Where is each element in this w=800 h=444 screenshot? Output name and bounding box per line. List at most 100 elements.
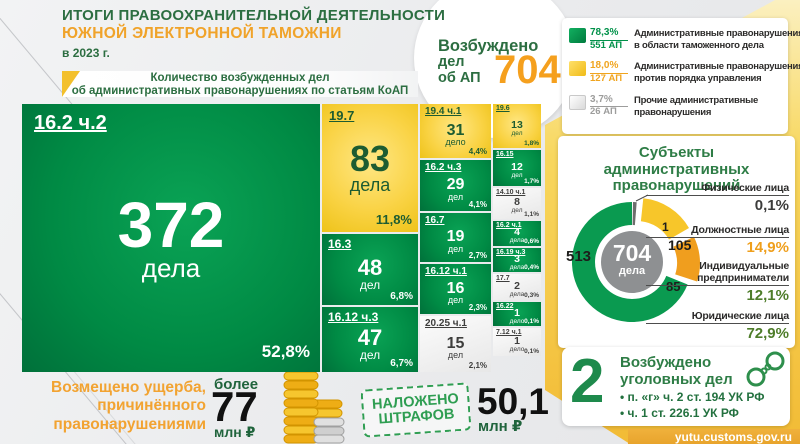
criminal-cases-panel: 2 Возбуждено уголовных дел • п. «г» ч. 2… <box>562 347 790 426</box>
case-unit: дело <box>445 137 466 148</box>
treemap-block: 16.22 1 дело 0,1% <box>493 302 541 326</box>
case-count: 29 <box>446 176 465 194</box>
donut-center-label: 704 дела <box>602 242 662 277</box>
subject-name-line1: Физические лица <box>701 182 789 194</box>
criminal-case-item: • ч. 1 ст. 226.1 УК РФ <box>620 406 739 420</box>
donut-center-unit: дела <box>618 264 646 277</box>
treemap-block: 16.12 ч.3 47 дел 6,7% <box>322 307 418 372</box>
legend-label: Прочие административные правонарушения <box>634 95 758 119</box>
donut-slice-entrepreneurs <box>673 236 701 282</box>
bullet-icon: • <box>620 390 625 404</box>
article-label: 16.2 ч.2 <box>34 112 107 134</box>
criminal-title-line1: Возбуждено <box>620 354 712 371</box>
case-count: 47 <box>357 325 383 351</box>
subtitle-corner-triangle <box>62 71 80 97</box>
fines-unit: млн ₽ <box>478 418 523 435</box>
subject-name-line1: Должностные лица <box>691 224 789 236</box>
page-title: ИТОГИ ПРАВООХРАНИТЕЛЬНОЙ ДЕЯТЕЛЬНОСТИ ЮЖ… <box>62 7 445 60</box>
yellow-swatch-icon <box>569 61 586 77</box>
case-count: 8 <box>514 196 520 209</box>
case-percent: 1,1% <box>524 211 539 218</box>
article-label: 14.10 ч.1 <box>496 189 526 196</box>
case-count: 19 <box>446 228 465 246</box>
case-unit: дел <box>359 277 381 292</box>
legend-label-line1: Административные правонарушения <box>634 28 800 39</box>
case-percent: 6,8% <box>390 291 413 302</box>
subject-percent: 12,1% <box>746 287 789 305</box>
treemap-block: 20.25 ч.1 15 дел 2,1% <box>420 316 491 372</box>
legend-count: 26 АП <box>590 106 617 118</box>
subject-name: Физические лица <box>646 182 789 197</box>
donut-slice-officials <box>640 198 689 240</box>
legend-count: 127 АП <box>590 72 623 84</box>
case-count: 12 <box>511 160 523 173</box>
website-url: yutu.customs.gov.ru <box>628 429 800 444</box>
subject-callout: Должностные лица 14,9% <box>646 224 789 256</box>
legend-row: 78,3% 551 АП Административные правонаруш… <box>569 27 800 52</box>
legend-count: 551 АП <box>590 39 623 51</box>
damages-qualifier: более <box>214 376 259 393</box>
treemap-block: 16.19 ч.3 3 дела 0,4% <box>493 248 541 272</box>
case-count: 2 <box>514 279 520 292</box>
subject-percent: 72,9% <box>746 325 789 343</box>
case-unit: дел <box>447 350 464 361</box>
legend-percent: 78,3% <box>590 27 628 41</box>
article-label: 16.2 ч.3 <box>425 162 462 173</box>
case-count: 48 <box>357 255 383 281</box>
subjects-title: Субъекты административных правонарушений <box>558 144 795 195</box>
legend-percent: 3,7% <box>590 94 628 108</box>
subject-name-line2: предприниматели <box>697 272 789 285</box>
case-unit: дело <box>509 317 525 325</box>
case-percent: 0,1% <box>524 348 539 355</box>
ap-total-value: 704 <box>494 48 561 92</box>
criminal-article: ч. 1 ст. 226.1 УК РФ <box>627 406 739 420</box>
damages-title-line1: Возмещено ущерба, <box>51 379 206 396</box>
case-unit: дел <box>359 347 381 362</box>
treemap-block: 19.4 ч.1 31 дело 4,4% <box>420 104 491 158</box>
treemap-subtitle-line2: об административных правонарушениях по с… <box>71 85 409 98</box>
legend-label: Административные правонарушения в област… <box>634 28 800 52</box>
subject-name-line1: Юридические лица <box>691 310 789 322</box>
case-percent: 6,7% <box>390 358 413 369</box>
treemap-block: 7.12 ч.1 1 дело 0,1% <box>493 328 541 356</box>
legend-fraction: 78,3% 551 АП <box>590 27 628 51</box>
case-count: 1 <box>514 306 520 319</box>
case-unit: дел <box>511 171 523 179</box>
donut-slice-individuals <box>632 202 637 226</box>
article-label: 17.7 <box>496 275 510 282</box>
damages-value: 77 <box>211 383 258 430</box>
case-percent: 1,7% <box>524 178 539 185</box>
case-count: 31 <box>446 121 465 139</box>
subjects-donut-chart <box>571 194 701 322</box>
green-swatch-icon <box>569 28 586 43</box>
case-unit: дела <box>509 263 525 271</box>
legend-label-line2: в области таможенного дела <box>634 40 764 52</box>
article-label: 16.3 <box>328 237 352 251</box>
subject-callout: Индивидуальные предприниматели 12,1% <box>646 260 789 304</box>
case-percent: 11,8% <box>375 212 412 227</box>
legend-row: 3,7% 26 АП Прочие административные право… <box>569 94 782 119</box>
fines-stamp-line2: ШТРАФОВ <box>377 406 455 428</box>
title-line-3: в 2023 г. <box>62 45 110 60</box>
article-label: 19.6 <box>496 105 510 112</box>
article-label: 16.7 <box>425 215 445 226</box>
legend-label: Административные правонарушения против п… <box>634 61 800 85</box>
white-swatch-icon <box>569 94 586 110</box>
case-count: 3 <box>514 252 520 265</box>
article-label: 16.2 ч.1 <box>496 222 522 229</box>
case-unit: дел <box>447 295 464 306</box>
criminal-cases-title: Возбуждено уголовных дел <box>620 354 733 388</box>
donut-slice-legal-entities <box>571 202 688 322</box>
legal-entities-count: 513 <box>566 248 592 265</box>
bullet-icon: • <box>620 406 625 420</box>
officials-count: 105 <box>668 237 692 253</box>
criminal-title-line2: уголовных дел <box>620 370 733 388</box>
case-unit: дела <box>509 237 525 245</box>
treemap-block: 16.7 19 дел 2,7% <box>420 213 491 262</box>
subjects-panel: Субъекты административных правонарушений… <box>558 136 795 348</box>
treemap-block: 16.2 ч.1 4 дела 0,6% <box>493 221 541 246</box>
case-count: 15 <box>446 334 465 352</box>
subjects-title-line2: административных <box>603 160 750 178</box>
legend-label-line2: правонарушения <box>634 106 712 118</box>
